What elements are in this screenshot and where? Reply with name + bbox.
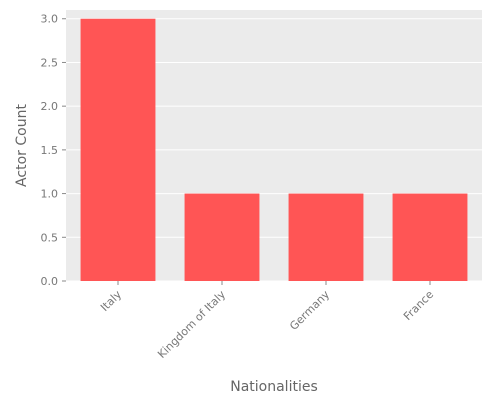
- x-axis-ticks: Italy Kingdom of Italy Germany France: [98, 281, 436, 361]
- x-tick-label: Germany: [287, 288, 332, 333]
- bars: [80, 18, 468, 281]
- y-tick-label: 0.5: [41, 231, 59, 244]
- x-tick-label: France: [401, 288, 436, 323]
- y-axis-ticks: 0.0 0.5 1.0 1.5 2.0 2.5 3.0: [41, 13, 66, 288]
- bar-france: [392, 193, 468, 281]
- bar-germany: [288, 193, 364, 281]
- bar-kingdom-of-italy: [184, 193, 260, 281]
- y-tick-label: 3.0: [41, 13, 59, 26]
- x-axis-title: Nationalities: [230, 379, 318, 395]
- x-tick-label: Italy: [98, 288, 124, 314]
- y-tick-label: 1.5: [41, 144, 59, 157]
- bar-italy: [80, 18, 156, 281]
- y-tick-label: 2.5: [41, 56, 59, 69]
- y-axis-title: Actor Count: [14, 104, 30, 187]
- y-tick-label: 0.0: [41, 275, 59, 288]
- y-tick-label: 2.0: [41, 100, 59, 113]
- y-tick-label: 1.0: [41, 188, 59, 201]
- x-tick-label: Kingdom of Italy: [155, 288, 228, 361]
